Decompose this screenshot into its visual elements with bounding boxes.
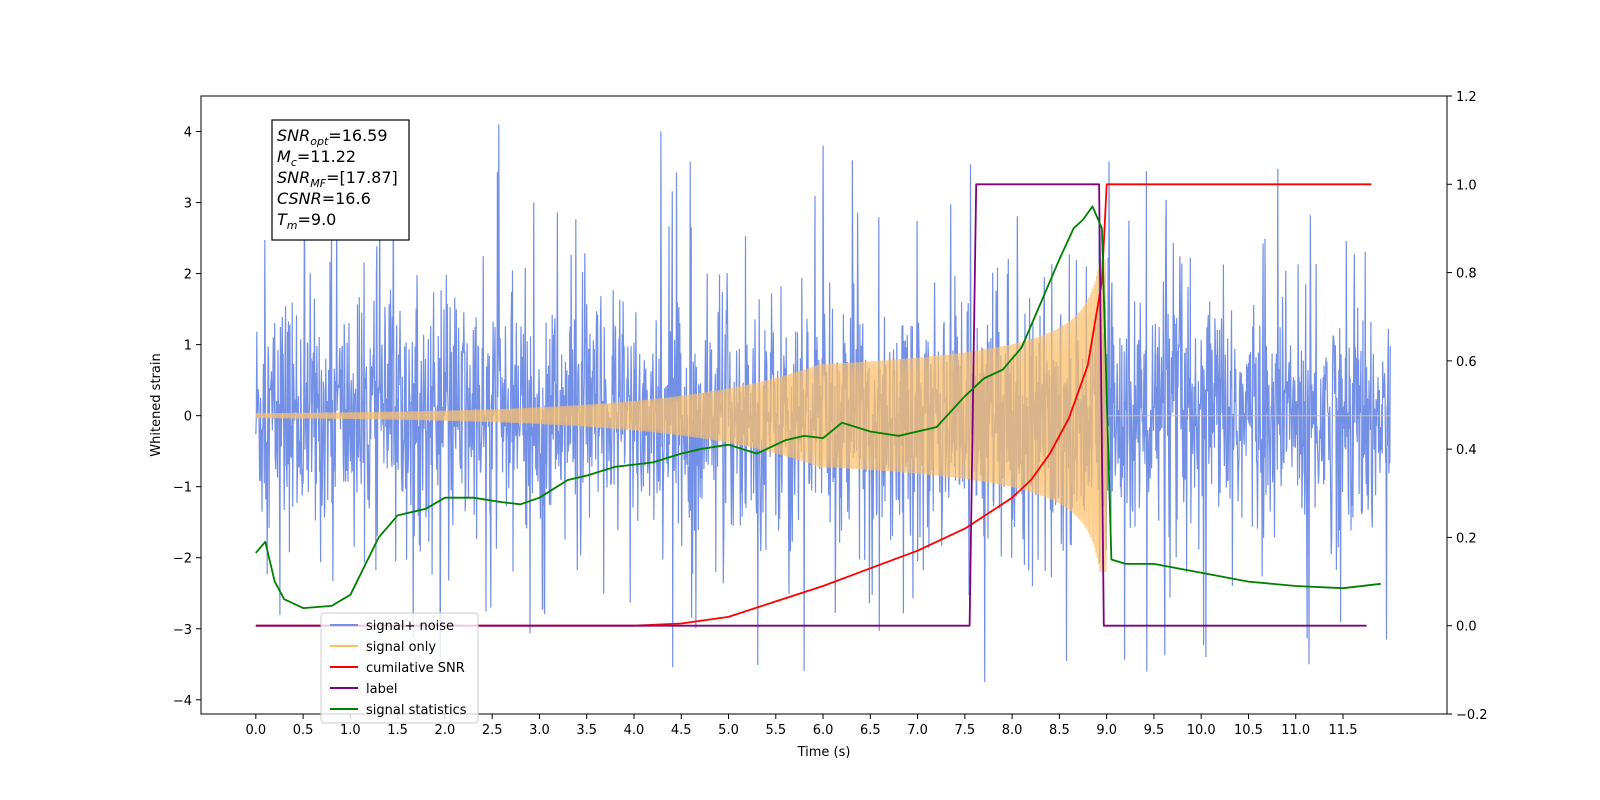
- y-axis-label: Whitened strain: [149, 353, 164, 456]
- series-signal-plus-noise: [255, 124, 1391, 683]
- x-tick-label: 4.5: [671, 723, 692, 738]
- series-label: [255, 183, 1367, 627]
- x-tick-label: 1.5: [387, 723, 408, 738]
- legend: signal+ noise signal only cumilative SNR la…: [320, 612, 479, 724]
- x-tick-label: 8.0: [1002, 723, 1023, 738]
- legend-label: signal+ noise: [366, 619, 454, 634]
- legend-label: signal statistics: [366, 703, 467, 718]
- y-tick-label: −4: [173, 694, 192, 709]
- annotation-line: SNRopt=16.59: [277, 126, 388, 148]
- x-tick-label: 10.0: [1187, 723, 1216, 738]
- x-tick-label: 6.0: [813, 723, 834, 738]
- y-tick-label: −1: [173, 481, 192, 496]
- x-tick-label: 0.0: [245, 723, 266, 738]
- x-tick-label: 2.0: [435, 723, 456, 738]
- legend-frame: [320, 612, 479, 724]
- x-tick-label: 5.5: [765, 723, 786, 738]
- y2-tick-label: 1.0: [1456, 178, 1477, 193]
- y-tick-label: 0: [184, 410, 192, 425]
- y-tick-label: 4: [184, 126, 192, 141]
- plot-frame: [200, 95, 1448, 715]
- x-tick-label: 1.0: [340, 723, 361, 738]
- x-tick-label: 9.5: [1144, 723, 1165, 738]
- x-tick-label: 11.0: [1281, 723, 1310, 738]
- x-tick-label: 11.5: [1329, 723, 1358, 738]
- legend-label: signal only: [366, 640, 436, 655]
- x-axis: 0.0 0.5 1.0 1.5 2.0 2.5 3.0 3.5 4.0 4.5 5.0 5.5 6.0 6…: [245, 714, 1357, 738]
- y-tick-label: −3: [173, 623, 192, 638]
- y2-tick-label: 1.2: [1456, 90, 1477, 105]
- y2-tick-label: −0.2: [1456, 708, 1488, 723]
- series-cumulative-snr: [255, 183, 1372, 627]
- y2-tick-label: 0.8: [1456, 267, 1477, 282]
- annotation-line: Mc=11.22: [277, 147, 356, 169]
- x-tick-label: 0.5: [293, 723, 314, 738]
- legend-label: label: [366, 682, 397, 697]
- x-tick-label: 8.5: [1049, 723, 1070, 738]
- annotation-frame: [271, 119, 410, 241]
- x-tick-label: 10.5: [1234, 723, 1263, 738]
- y-tick-label: 3: [184, 197, 192, 212]
- x-tick-label: 7.0: [907, 723, 928, 738]
- x-tick-label: 3.0: [529, 723, 550, 738]
- x-tick-label: 6.5: [860, 723, 881, 738]
- x-axis-label: Time (s): [797, 745, 851, 760]
- annotation-line: CSNR=16.6: [277, 189, 371, 208]
- annotation-line: Tm=9.0: [277, 210, 336, 232]
- legend-label: cumilative SNR: [366, 661, 465, 676]
- series-layer: [255, 124, 1391, 683]
- y-axis-left: 4 3 2 1 0 −1 −2 −3 −4: [173, 126, 201, 709]
- y-tick-label: −2: [173, 552, 192, 567]
- x-tick-label: 2.5: [482, 723, 503, 738]
- y2-tick-label: 0.2: [1456, 531, 1477, 546]
- series-signal-only: [255, 259, 1391, 572]
- y-tick-label: 1: [184, 339, 192, 354]
- x-tick-label: 5.0: [718, 723, 739, 738]
- x-tick-label: 4.0: [624, 723, 645, 738]
- series-signal-statistics: [255, 205, 1381, 609]
- x-tick-label: 9.0: [1096, 723, 1117, 738]
- y2-tick-label: 0.0: [1456, 620, 1477, 635]
- y-tick-label: 2: [184, 268, 192, 283]
- x-tick-label: 7.5: [955, 723, 976, 738]
- y2-tick-label: 0.6: [1456, 355, 1477, 370]
- annotation-line: SNRMF=[17.87]: [277, 168, 398, 190]
- snr-annotation-box: SNRopt=16.59Mc=11.22SNRMF=[17.87]CSNR=16…: [271, 119, 410, 241]
- x-tick-label: 3.5: [576, 723, 597, 738]
- y2-tick-label: 0.4: [1456, 443, 1477, 458]
- y-axis-right: 1.2 1.0 0.8 0.6 0.4 0.2 0.0 −0.2: [1447, 90, 1488, 723]
